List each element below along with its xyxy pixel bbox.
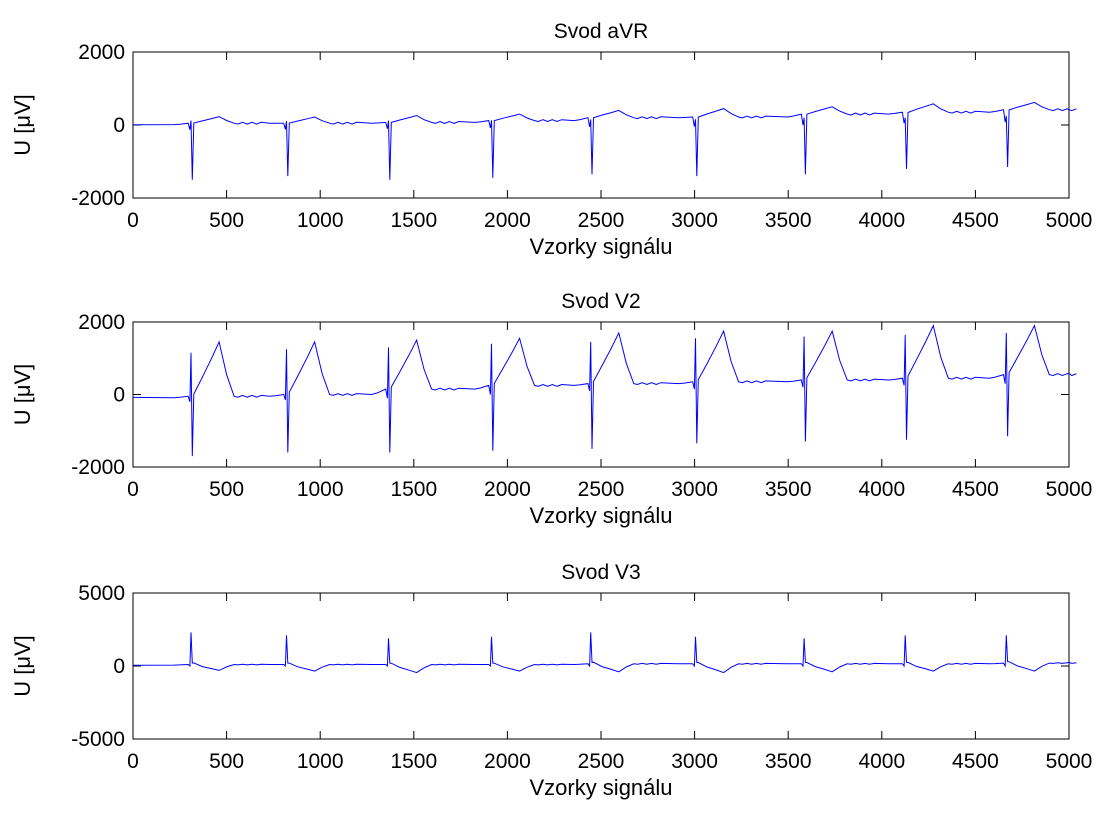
x-tick-label: 1500 (390, 478, 437, 501)
y-axis-label: U [μV] (10, 94, 35, 156)
x-tick-label: 0 (127, 478, 139, 501)
y-tick-label: 2000 (78, 41, 125, 64)
y-tick-label: 0 (113, 114, 125, 137)
x-tick-label: 4500 (952, 750, 999, 773)
x-tick-label: 2000 (484, 750, 531, 773)
chart-title: Svod aVR (554, 20, 649, 43)
x-tick-label: 1000 (297, 478, 344, 501)
x-tick-label: 3500 (765, 750, 812, 773)
x-tick-label: 3500 (765, 478, 812, 501)
x-tick-label: 2000 (484, 209, 531, 232)
chart-panel-2: Svod V2 0 500 1000 1500 2000 2500 3000 3500 4000 4… (10, 290, 1092, 528)
chart-title: Svod V3 (561, 561, 640, 584)
chart-title: Svod V2 (561, 290, 640, 313)
x-tick-label: 5000 (1046, 209, 1093, 232)
x-tick-label: 5000 (1046, 478, 1093, 501)
chart-panel-1: Svod aVR 0 500 1000 1500 2000 2500 3000 3500 4000… (10, 20, 1092, 259)
plot-area (132, 321, 1070, 468)
y-axis-label: U [μV] (10, 635, 35, 697)
plot-area (132, 51, 1070, 199)
x-tick-label: 2500 (578, 750, 625, 773)
x-tick-label: 4500 (952, 209, 999, 232)
x-tick-label: 500 (209, 478, 244, 501)
x-tick-label: 2500 (578, 209, 625, 232)
x-tick-label: 4000 (858, 750, 905, 773)
x-tick-label: 5000 (1046, 750, 1093, 773)
x-tick-label: 3500 (765, 209, 812, 232)
x-tick-label: 0 (127, 750, 139, 773)
x-axis-label: Vzorky signálu (529, 234, 672, 259)
y-tick-label: 0 (113, 384, 125, 407)
x-tick-label: 3000 (671, 750, 718, 773)
x-tick-label: 1000 (297, 209, 344, 232)
y-tick-label: 5000 (78, 582, 125, 605)
y-tick-label: -2000 (71, 456, 125, 479)
y-tick-label: -5000 (71, 728, 125, 751)
x-tick-label: 2500 (578, 478, 625, 501)
ecg-signal-line (132, 324, 1077, 457)
y-tick-label: 0 (113, 655, 125, 678)
x-tick-label: 0 (127, 209, 139, 232)
x-tick-label: 4500 (952, 478, 999, 501)
x-tick-label: 2000 (484, 478, 531, 501)
y-tick-label: -2000 (71, 187, 125, 210)
x-tick-label: 1000 (297, 750, 344, 773)
x-tick-label: 1500 (390, 209, 437, 232)
x-tick-label: 4000 (858, 478, 905, 501)
x-tick-label: 1500 (390, 750, 437, 773)
x-tick-label: 4000 (858, 209, 905, 232)
x-axis-label: Vzorky signálu (529, 503, 672, 528)
x-axis-label: Vzorky signálu (529, 775, 672, 800)
x-tick-label: 3000 (671, 478, 718, 501)
chart-panel-3: Svod V3 0 500 1000 1500 2000 2500 3000 3500 4000 4… (10, 561, 1092, 800)
y-tick-label: 2000 (78, 311, 125, 334)
x-tick-label: 3000 (671, 209, 718, 232)
x-tick-label: 500 (209, 750, 244, 773)
ecg-signal-line (132, 101, 1077, 180)
ecg-signal-line (132, 632, 1077, 674)
y-axis-label: U [μV] (10, 364, 35, 426)
x-tick-label: 500 (209, 209, 244, 232)
